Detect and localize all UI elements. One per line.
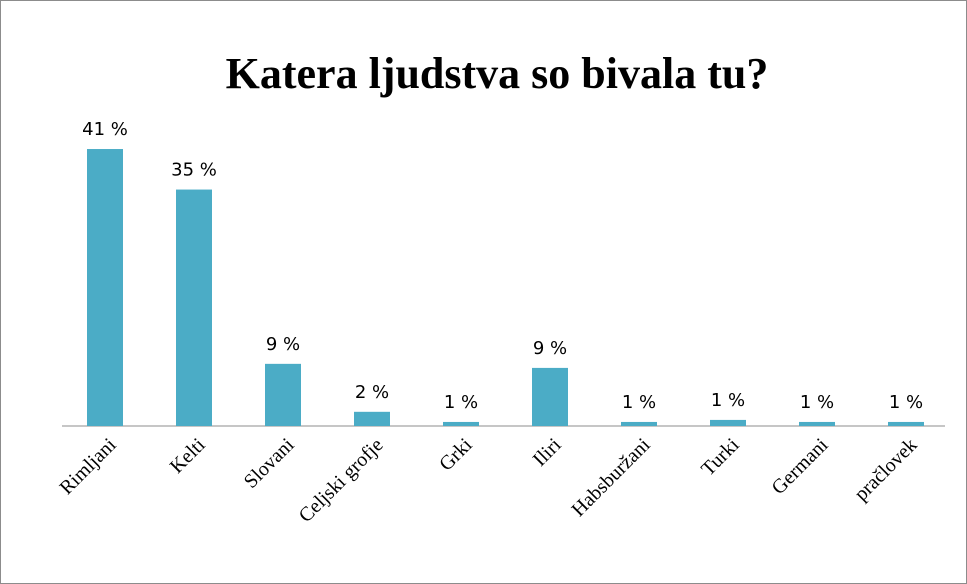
bar	[176, 189, 212, 426]
value-label: 1 %	[889, 392, 923, 413]
value-label: 2 %	[355, 382, 389, 403]
bar	[888, 421, 924, 426]
bar	[265, 363, 301, 426]
value-label: 1 %	[711, 390, 745, 411]
bar	[87, 149, 123, 426]
value-label: 41 %	[82, 119, 128, 140]
value-label: 9 %	[266, 334, 300, 355]
value-label: 1 %	[622, 392, 656, 413]
bar	[354, 411, 390, 426]
value-label: 9 %	[533, 338, 567, 359]
bar	[710, 419, 746, 426]
bar	[532, 367, 568, 426]
value-label: 35 %	[171, 160, 217, 181]
value-label: 1 %	[800, 392, 834, 413]
bar	[799, 421, 835, 426]
value-label: 1 %	[444, 392, 478, 413]
bar	[621, 421, 657, 426]
chart-title: Katera ljudstva so bivala tu?	[226, 49, 769, 98]
bar	[443, 421, 479, 426]
